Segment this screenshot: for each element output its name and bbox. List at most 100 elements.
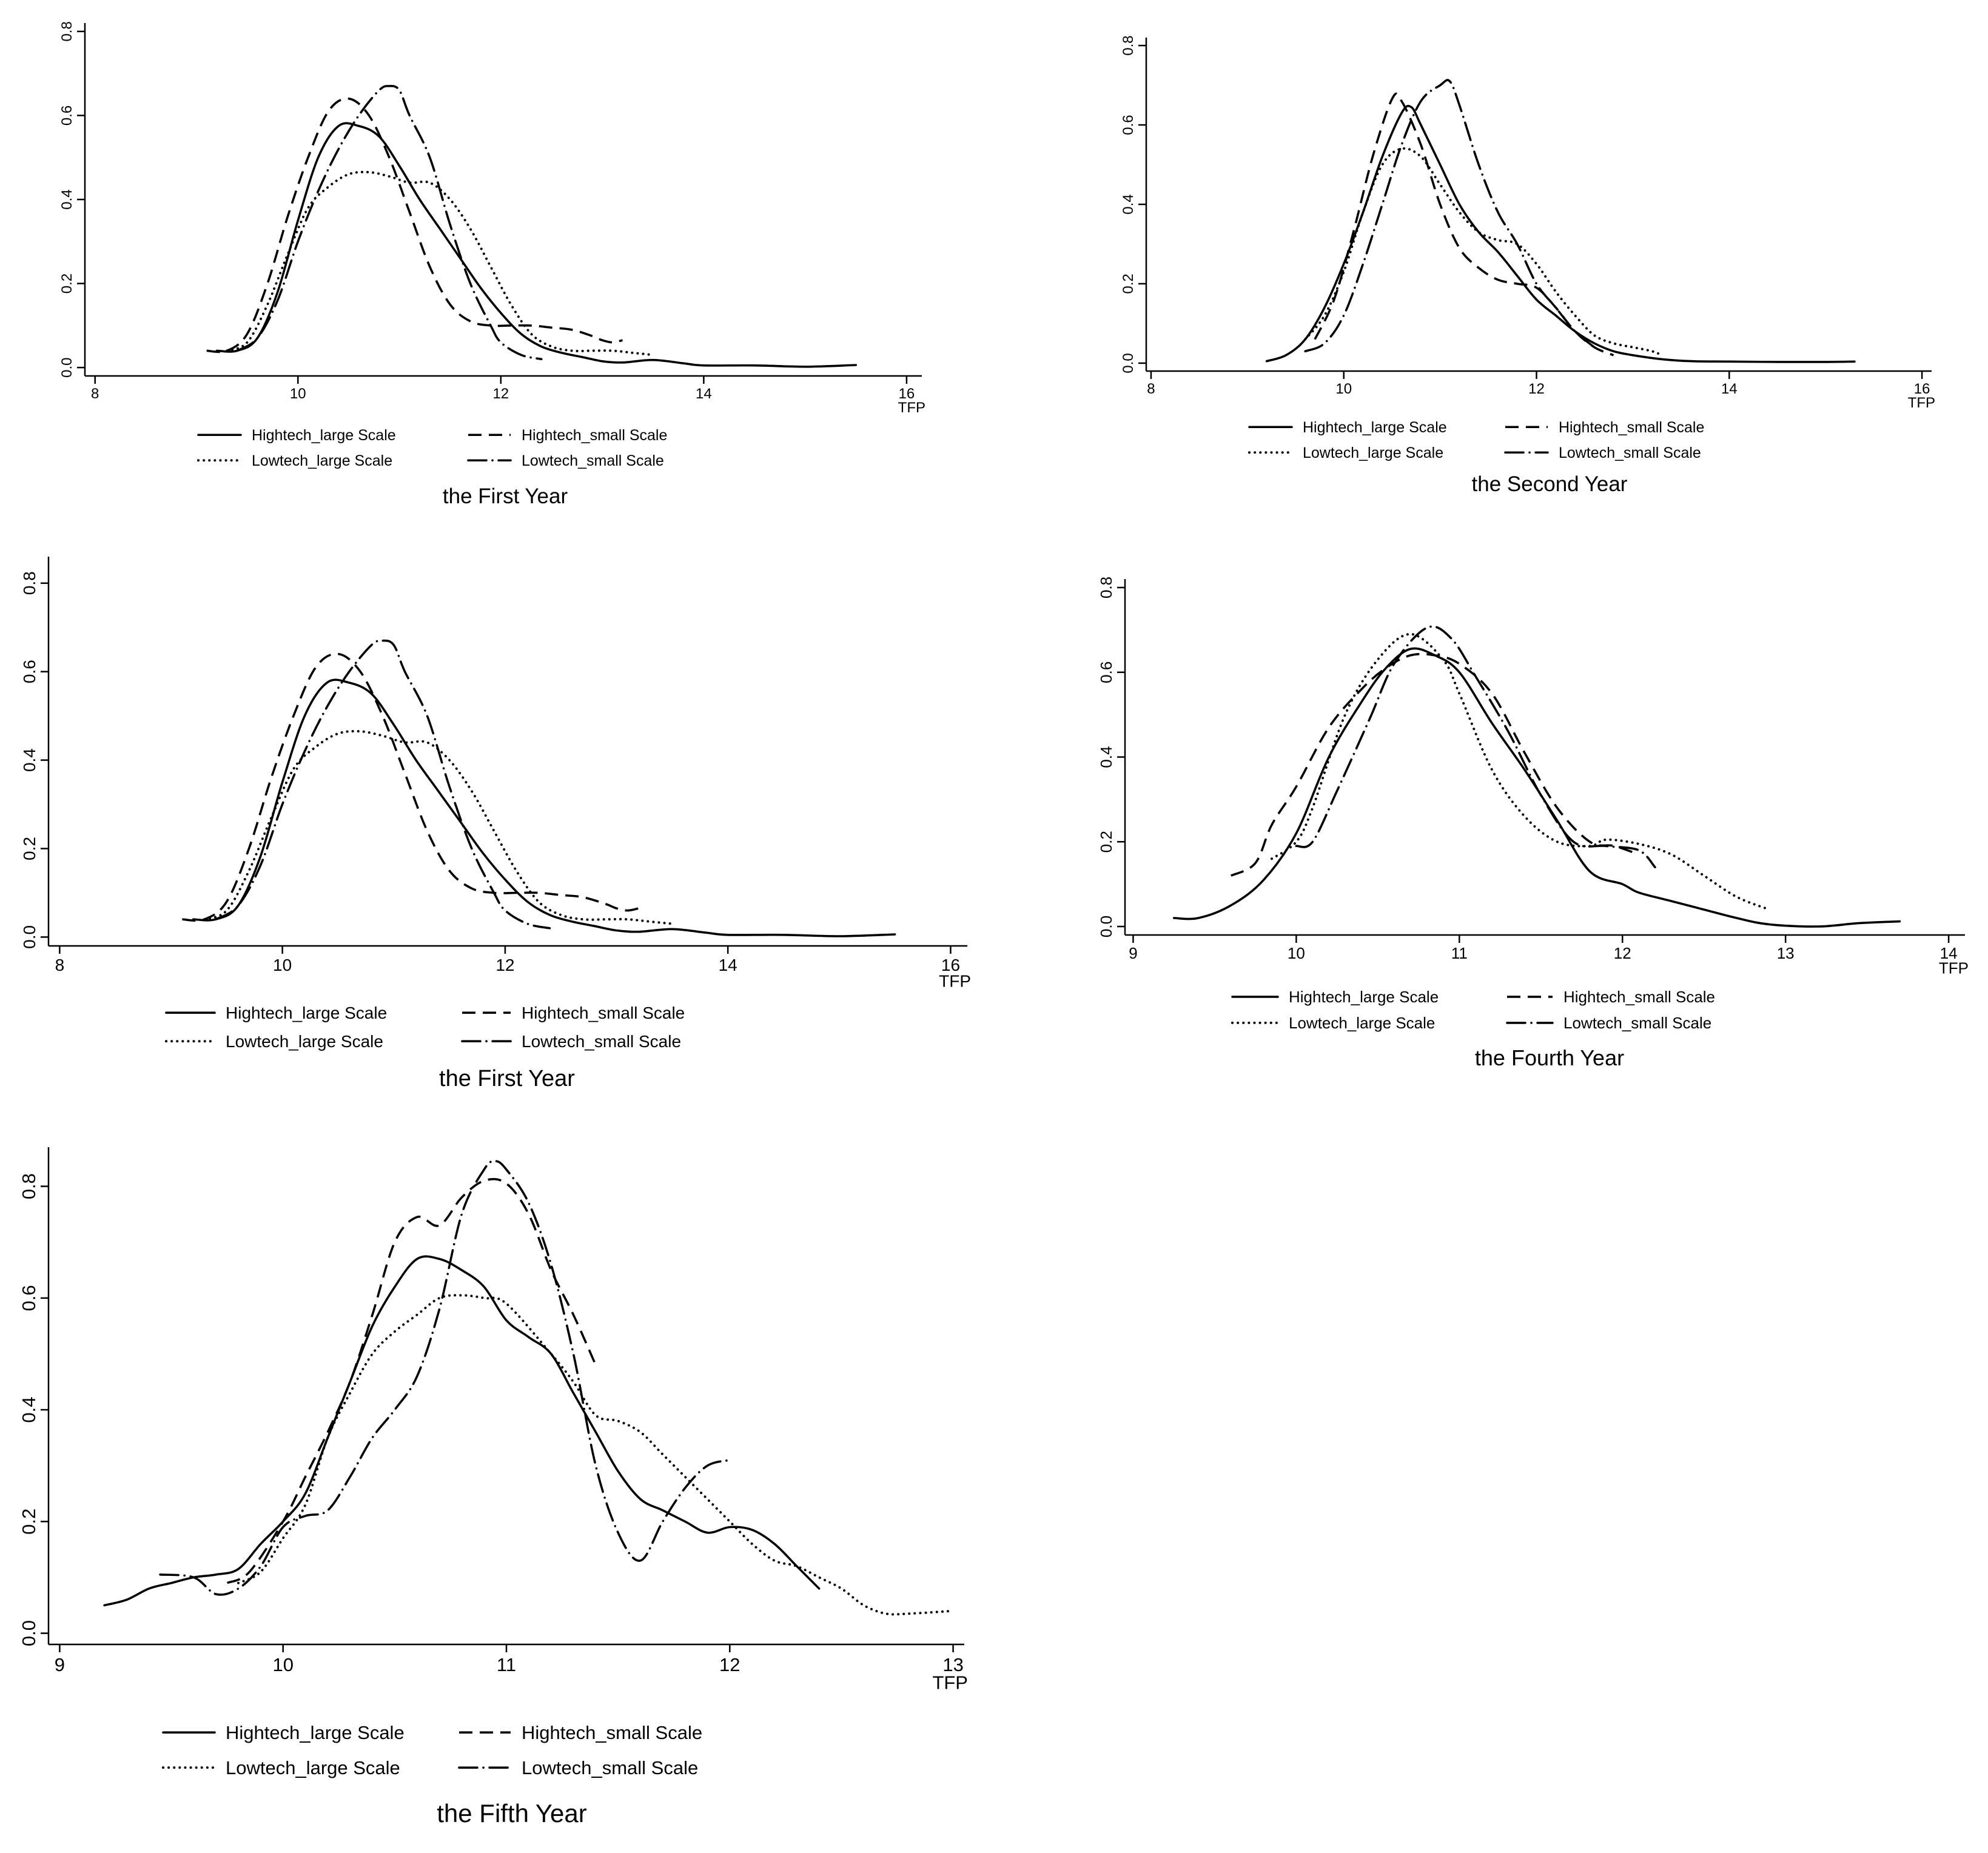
legend-label: Lowtech_small Scale	[522, 1757, 698, 1778]
legend: Hightech_large Scale Hightech_small Scale…	[1248, 419, 1704, 461]
legend-label: Hightech_small Scale	[522, 1722, 702, 1743]
y-tick-label: 0.6	[59, 106, 75, 126]
x-tick-label: 10	[273, 956, 292, 974]
x-tick-label: 8	[55, 956, 65, 974]
legend-label: Hightech_large Scale	[1289, 988, 1439, 1006]
legend-label: Hightech_small Scale	[1563, 988, 1715, 1006]
x-tick-label: 16	[899, 386, 915, 402]
y-tick-label: 0.8	[59, 21, 75, 41]
x-tick-label: 10	[1335, 381, 1352, 397]
legend: Hightech_large Scale Hightech_small Scale…	[1231, 988, 1715, 1032]
chart-title: the Second Year	[1472, 472, 1628, 496]
x-axis-label: TFP	[932, 1672, 968, 1693]
legend-label: Hightech_small Scale	[522, 427, 667, 444]
series-line-hightech-small-scale	[206, 97, 623, 354]
x-tick-label: 10	[290, 386, 306, 402]
y-tick-label: 0.8	[1120, 35, 1137, 55]
y-tick-label: 0.2	[20, 837, 39, 860]
x-tick-label: 16	[1914, 381, 1930, 397]
series-line-hightech-small-scale	[182, 652, 639, 922]
x-tick-label: 12	[495, 956, 514, 974]
x-tick-label: 14	[1721, 381, 1738, 397]
legend-label: Lowtech_large Scale	[1303, 444, 1443, 461]
legend-label: Lowtech_small Scale	[1559, 444, 1701, 461]
x-tick-label: 11	[497, 1654, 516, 1675]
y-tick-label: 0.6	[20, 660, 39, 683]
legend-label: Lowtech_large Scale	[226, 1757, 400, 1778]
x-tick-label: 9	[55, 1654, 65, 1675]
x-tick-label: 16	[941, 956, 960, 974]
y-tick-label: 0.0	[20, 925, 39, 949]
x-tick-label: 8	[91, 386, 99, 402]
series-line-hightech-small-scale	[1230, 652, 1639, 877]
x-axis-label: TFP	[1908, 395, 1935, 411]
legend-label: Hightech_large Scale	[226, 1722, 405, 1743]
series-line-lowtech-small-scale	[159, 1160, 731, 1596]
series-line-lowtech-large-scale	[226, 170, 654, 357]
y-tick-label: 0.0	[18, 1620, 39, 1646]
legend-label: Hightech_small Scale	[522, 1004, 685, 1022]
series-line-lowtech-small-scale	[214, 639, 551, 930]
y-tick-label: 0.4	[20, 748, 39, 772]
chart-title: the First Year	[439, 1066, 575, 1091]
y-tick-label: 0.6	[1120, 115, 1137, 135]
y-tick-label: 0.6	[1097, 662, 1115, 683]
x-axis-label: TFP	[1939, 959, 1969, 977]
x-tick-label: 12	[492, 386, 509, 402]
x-tick-label: 9	[1129, 944, 1137, 962]
legend-label: Lowtech_small Scale	[522, 452, 664, 469]
series-line-lowtech-large-scale	[203, 729, 674, 925]
x-axis-label: TFP	[898, 400, 925, 416]
legend-label: Hightech_large Scale	[252, 427, 396, 444]
y-tick-label: 0.8	[1097, 577, 1115, 598]
x-tick-label: 13	[1777, 944, 1795, 962]
y-tick-label: 0.0	[1120, 353, 1137, 373]
x-tick-label: 13	[942, 1654, 963, 1675]
series-line-hightech-large-scale	[103, 1255, 821, 1607]
y-tick-label: 0.2	[18, 1509, 39, 1535]
y-tick-label: 0.4	[18, 1396, 39, 1422]
x-tick-label: 14	[1940, 944, 1958, 962]
x-tick-label: 14	[696, 386, 712, 402]
legend-label: Hightech_small Scale	[1559, 419, 1704, 436]
y-tick-label: 0.4	[59, 189, 75, 209]
y-tick-label: 0.4	[1120, 194, 1137, 214]
y-tick-label: 0.2	[1097, 831, 1115, 853]
legend-label: Lowtech_large Scale	[1289, 1014, 1435, 1032]
x-tick-label: 12	[1528, 381, 1545, 397]
legend-label: Lowtech_large Scale	[252, 452, 392, 469]
legend: Hightech_large Scale Hightech_small Scale…	[165, 1004, 685, 1051]
y-tick-label: 0.8	[20, 571, 39, 595]
x-tick-label: 14	[719, 956, 737, 974]
series-line-hightech-small-scale	[226, 1178, 597, 1584]
x-tick-label: 11	[1451, 944, 1468, 962]
legend-label: Lowtech_small Scale	[522, 1032, 681, 1051]
series-line-lowtech-small-scale	[236, 85, 543, 361]
legend-label: Hightech_large Scale	[226, 1004, 387, 1022]
y-tick-label: 0.2	[1120, 273, 1137, 293]
x-tick-label: 10	[272, 1654, 293, 1675]
series-line-lowtech-large-scale	[1271, 632, 1771, 911]
series-line-lowtech-small-scale	[1295, 625, 1656, 868]
y-tick-label: 0.0	[1097, 916, 1115, 937]
chart-title: the First Year	[443, 484, 568, 508]
legend-label: Hightech_large Scale	[1303, 419, 1447, 436]
chart-title: the Fourth Year	[1475, 1045, 1624, 1070]
series-line-hightech-large-scale	[215, 122, 858, 368]
legend: Hightech_large Scale Hightech_small Scale…	[162, 1722, 702, 1778]
y-tick-label: 0.8	[18, 1173, 39, 1199]
series-line-hightech-large-scale	[1265, 104, 1856, 363]
series-line-lowtech-large-scale	[237, 1294, 955, 1616]
legend-label: Lowtech_large Scale	[226, 1032, 383, 1051]
chart-title: the Fifth Year	[437, 1799, 587, 1828]
x-tick-label: 8	[1147, 381, 1155, 397]
y-tick-label: 0.4	[1097, 746, 1115, 768]
series-line-hightech-large-scale	[1172, 647, 1901, 928]
